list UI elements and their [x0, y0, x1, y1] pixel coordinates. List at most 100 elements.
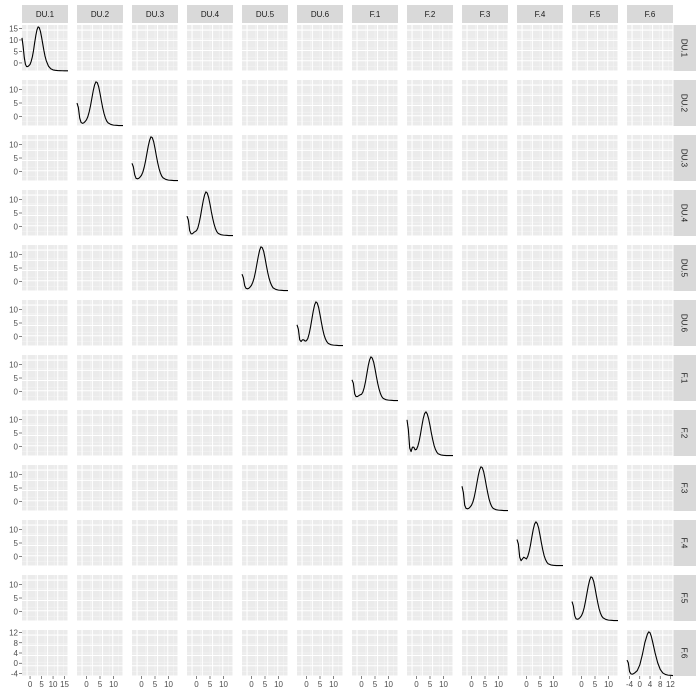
empty-panel — [352, 80, 399, 127]
x-tick-label: 10 — [109, 680, 118, 689]
empty-panel — [517, 245, 564, 292]
strip-right: F.4 — [672, 520, 696, 566]
density-curve — [131, 136, 178, 182]
empty-panel — [242, 25, 289, 72]
y-tick-label: 0 — [14, 608, 19, 617]
strip-right-bg — [672, 630, 696, 676]
empty-panel — [572, 520, 619, 567]
empty-panel — [77, 355, 124, 402]
y-tick-label: 5 — [14, 539, 19, 548]
y-tick-label: 0 — [14, 168, 19, 177]
empty-panel — [297, 520, 344, 567]
strip-right-label: DU.4 — [680, 204, 689, 223]
strip-top: F.1 — [352, 5, 398, 23]
x-tick-label: 15 — [60, 680, 69, 689]
empty-panel — [187, 245, 234, 292]
y-tick-label: 10 — [9, 415, 18, 424]
empty-panel — [517, 575, 564, 622]
strip-top-bg — [462, 5, 508, 23]
empty-panel — [77, 575, 124, 622]
diagonal-panel — [462, 465, 509, 512]
y-tick-label: 5 — [14, 319, 19, 328]
empty-panel — [352, 575, 399, 622]
y-tick-label: 10 — [9, 85, 18, 94]
x-tick-label: 10 — [274, 680, 283, 689]
empty-panel — [572, 135, 619, 182]
strip-top-label: DU.4 — [201, 10, 220, 19]
strip-top-bg — [187, 5, 233, 23]
strip-top-label: DU.3 — [146, 10, 165, 19]
empty-panel — [352, 630, 399, 677]
empty-panel — [297, 80, 344, 127]
empty-panel — [572, 245, 619, 292]
empty-panel — [572, 80, 619, 127]
empty-panel — [22, 575, 69, 622]
y-tick-label: 0 — [14, 333, 19, 342]
empty-panel — [22, 300, 69, 347]
strip-top-bg — [572, 5, 618, 23]
density-curve — [296, 301, 343, 347]
strip-top-bg — [352, 5, 398, 23]
strip-top-label: DU.5 — [256, 10, 275, 19]
strip-top-label: F.4 — [535, 10, 546, 19]
x-tick-label: 0 — [469, 680, 474, 689]
empty-panel — [627, 410, 674, 457]
empty-panel — [352, 190, 399, 237]
empty-panel — [462, 520, 509, 567]
strip-top: DU.1 — [22, 5, 68, 23]
empty-panel — [627, 135, 674, 182]
strip-top: F.2 — [407, 5, 453, 23]
empty-panel — [407, 355, 454, 402]
empty-panel — [187, 25, 234, 72]
strip-right-label: DU.6 — [680, 314, 689, 333]
x-tick-label: 0 — [194, 680, 199, 689]
empty-panel — [132, 25, 179, 72]
empty-panel — [187, 410, 234, 457]
empty-panel — [297, 245, 344, 292]
strip-right-label: DU.3 — [680, 149, 689, 168]
empty-panel — [407, 520, 454, 567]
empty-panel — [22, 245, 69, 292]
empty-panel — [132, 410, 179, 457]
empty-panel — [407, 630, 454, 677]
y-tick-label: 5 — [14, 154, 19, 163]
y-tick-label: 5 — [14, 264, 19, 273]
y-tick-label: 10 — [9, 360, 18, 369]
y-tick-label: 10 — [9, 525, 18, 534]
x-tick-label: 12 — [666, 680, 675, 689]
y-tick-label: 0 — [14, 659, 19, 668]
x-tick-label: 5 — [483, 680, 488, 689]
y-tick-label: 10 — [9, 470, 18, 479]
y-tick-label: -4 — [11, 669, 19, 678]
empty-panel — [22, 410, 69, 457]
empty-panel — [352, 25, 399, 72]
diagonal-panel — [77, 80, 124, 127]
empty-panel — [352, 135, 399, 182]
empty-panel — [462, 80, 509, 127]
x-tick-label: 5 — [318, 680, 323, 689]
empty-panel — [407, 80, 454, 127]
x-tick-label: 0 — [579, 680, 584, 689]
empty-panel — [132, 630, 179, 677]
strip-right-bg — [672, 465, 696, 511]
density-curve — [186, 191, 233, 237]
empty-panel — [407, 245, 454, 292]
diagonal-panel — [407, 410, 454, 457]
empty-panel — [462, 575, 509, 622]
empty-panel — [242, 355, 289, 402]
x-tick-label: 10 — [219, 680, 228, 689]
strip-right-bg — [672, 135, 696, 181]
empty-panel — [242, 410, 289, 457]
strip-top-bg — [407, 5, 453, 23]
density-curve — [351, 356, 398, 402]
strip-top-bg — [517, 5, 563, 23]
empty-panel — [297, 575, 344, 622]
empty-panel — [297, 25, 344, 72]
y-tick-label: 10 — [9, 305, 18, 314]
strip-right: DU.2 — [672, 80, 696, 126]
strip-top: DU.2 — [77, 5, 123, 23]
y-tick-label: 10 — [9, 140, 18, 149]
x-tick-label: 10 — [604, 680, 613, 689]
y-tick-label: 5 — [14, 99, 19, 108]
